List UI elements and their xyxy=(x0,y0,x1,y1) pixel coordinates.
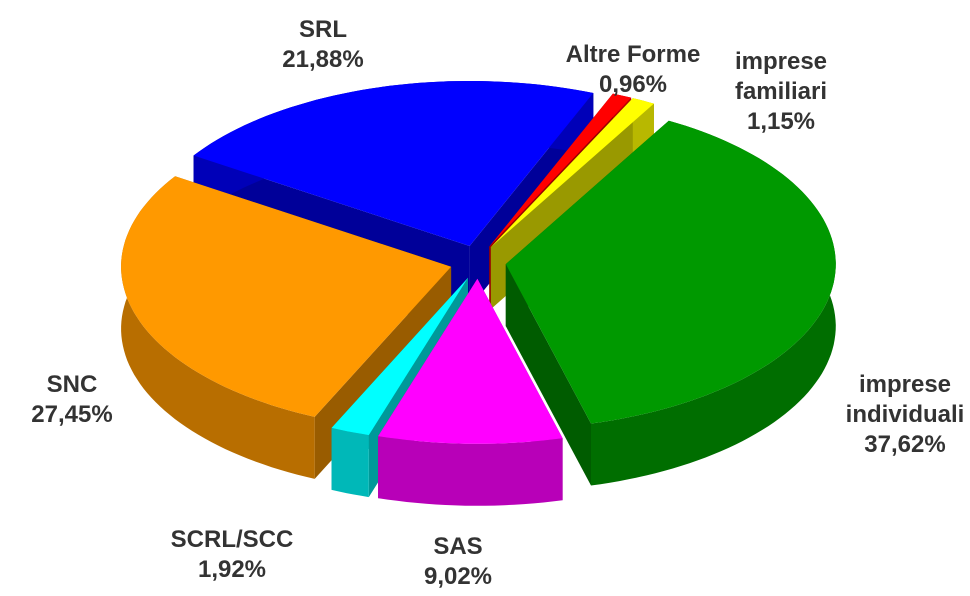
category-label: SAS xyxy=(433,533,483,560)
slice-wall xyxy=(331,427,369,498)
slice-label: SCRL/SCC 1,92% xyxy=(132,525,332,585)
slice xyxy=(331,277,468,436)
category-label: imprese familiari xyxy=(734,48,828,105)
slice xyxy=(193,81,594,246)
value-label: 37,62% xyxy=(864,431,946,458)
value-label: 21,88% xyxy=(282,46,364,73)
value-label: 1,92% xyxy=(197,556,267,583)
category-label: imprese individuali xyxy=(845,371,965,428)
value-label: 1,15% xyxy=(746,108,816,135)
slice xyxy=(489,93,632,247)
slice-side xyxy=(505,264,591,486)
value-label: 0,96% xyxy=(598,71,668,98)
category-label: SNC xyxy=(46,371,98,398)
value-label: 9,02% xyxy=(423,563,493,590)
slice-label: SAS 9,02% xyxy=(358,532,558,592)
slice xyxy=(505,120,836,424)
slice-label: Altre Forme 0,96% xyxy=(523,40,743,100)
slice-label: imprese individuali 37,62% xyxy=(820,370,970,460)
slice xyxy=(490,98,654,248)
slice-wall xyxy=(121,176,315,479)
slice-wall xyxy=(378,436,563,506)
slice-label: SNC 27,45% xyxy=(0,370,172,430)
slice-label: imprese familiari 1,15% xyxy=(706,47,856,137)
category-label: SRL xyxy=(299,16,347,43)
slice-label: SRL 21,88% xyxy=(223,15,423,75)
category-label: Altre Forme xyxy=(565,41,701,68)
value-label: 27,45% xyxy=(31,401,113,428)
category-label: SCRL/SCC xyxy=(170,526,294,553)
slice xyxy=(378,278,563,444)
slice xyxy=(121,176,452,417)
